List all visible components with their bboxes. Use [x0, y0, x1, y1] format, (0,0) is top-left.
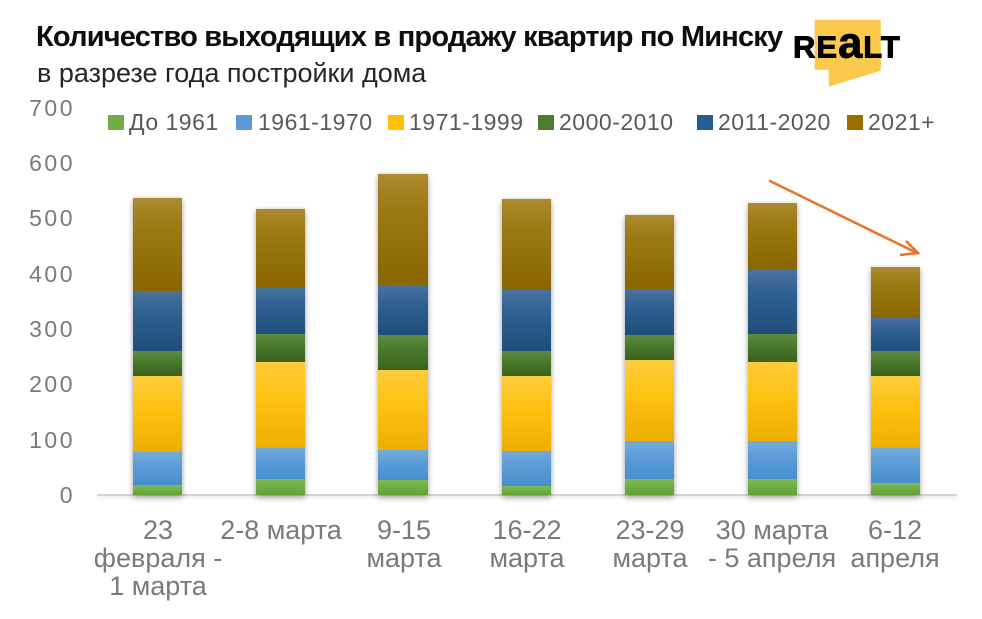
svg-text:REaLT: REaLT: [793, 19, 901, 67]
